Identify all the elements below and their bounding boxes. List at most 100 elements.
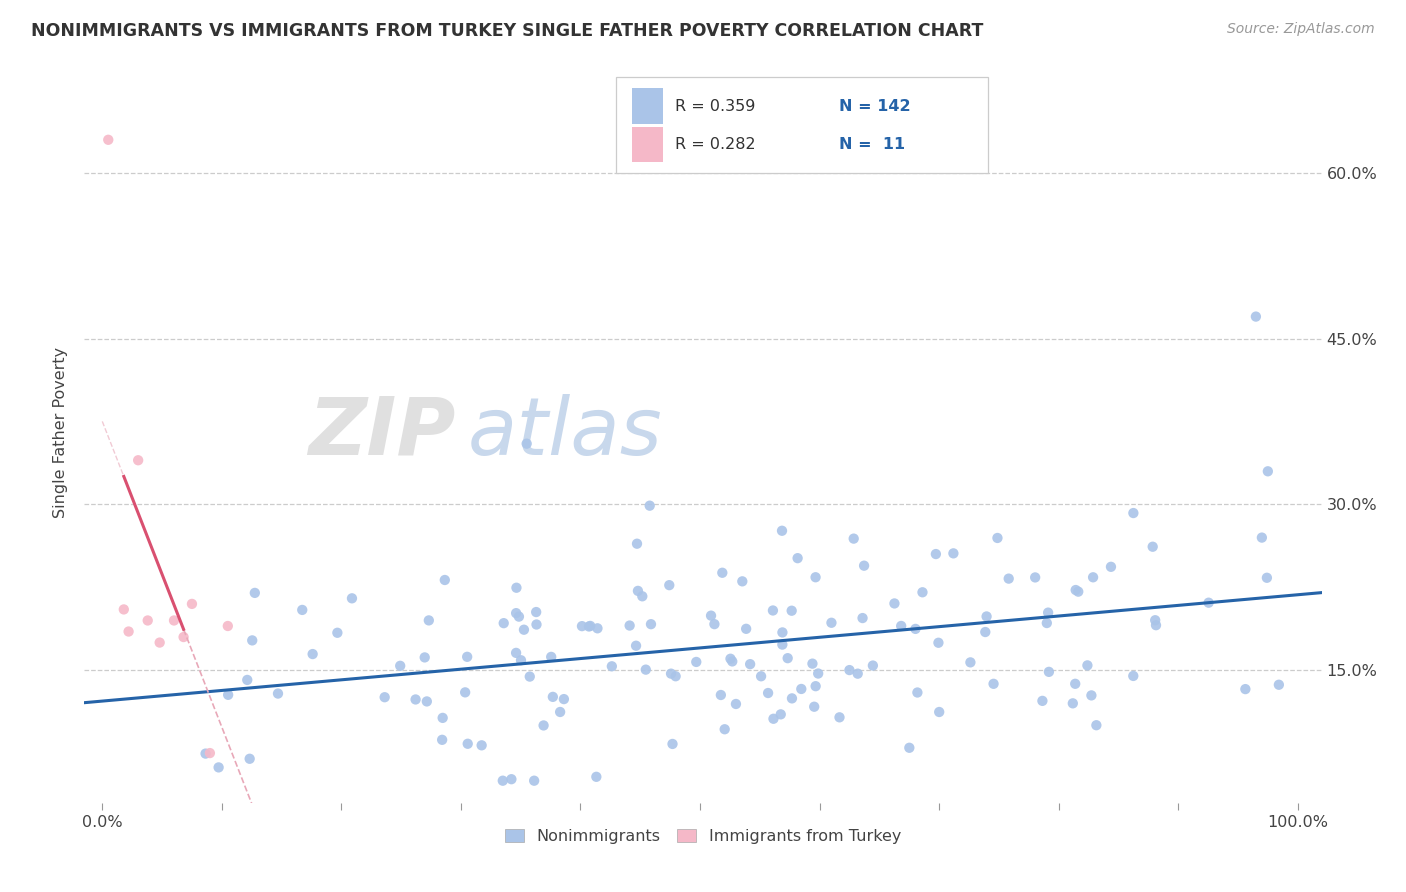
Point	[127, 453, 149, 467]
Point	[1080, 689, 1102, 703]
Point	[731, 574, 754, 589]
Point	[117, 624, 139, 639]
Point	[659, 666, 682, 681]
Point	[508, 609, 530, 624]
Point	[571, 619, 593, 633]
Point	[326, 625, 349, 640]
Point	[862, 658, 884, 673]
Text: R = 0.282: R = 0.282	[675, 137, 755, 153]
Point	[756, 686, 779, 700]
Point	[853, 558, 876, 573]
Point	[136, 614, 159, 628]
Point	[149, 635, 172, 649]
Point	[762, 712, 785, 726]
Point	[405, 692, 427, 706]
Point	[720, 651, 742, 665]
Point	[1122, 506, 1144, 520]
Point	[807, 666, 830, 681]
Point	[1256, 571, 1278, 585]
Point	[267, 687, 290, 701]
Point	[838, 663, 860, 677]
Point	[585, 770, 607, 784]
Point	[627, 583, 650, 598]
Point	[703, 617, 725, 632]
Point	[1024, 570, 1046, 584]
Point	[516, 436, 538, 450]
Point	[1250, 531, 1272, 545]
Point	[1062, 696, 1084, 710]
Point	[432, 711, 454, 725]
Point	[340, 591, 363, 606]
Point	[619, 618, 641, 632]
Point	[927, 636, 949, 650]
Text: N =  11: N = 11	[839, 137, 905, 153]
Point	[959, 656, 981, 670]
Point	[1198, 596, 1220, 610]
Point	[600, 659, 623, 673]
Point	[513, 623, 536, 637]
Point	[1257, 464, 1279, 478]
Point	[1099, 559, 1122, 574]
Point	[721, 654, 744, 668]
Point	[454, 685, 477, 699]
Text: N = 142: N = 142	[839, 99, 911, 113]
Bar	[633, 127, 664, 162]
Point	[1076, 658, 1098, 673]
Point	[1038, 665, 1060, 679]
Point	[1144, 618, 1167, 632]
Point	[711, 566, 734, 580]
Point	[846, 666, 869, 681]
Point	[97, 133, 120, 147]
Point	[1081, 570, 1104, 584]
Point	[471, 739, 494, 753]
Text: Source: ZipAtlas.com: Source: ZipAtlas.com	[1227, 22, 1375, 37]
Point	[786, 551, 808, 566]
Point	[194, 747, 217, 761]
Point	[1142, 540, 1164, 554]
Point	[519, 670, 541, 684]
Point	[291, 603, 314, 617]
Text: NONIMMIGRANTS VS IMMIGRANTS FROM TURKEY SINGLE FATHER POVERTY CORRELATION CHART: NONIMMIGRANTS VS IMMIGRANTS FROM TURKEY …	[31, 22, 983, 40]
Point	[638, 499, 661, 513]
Point	[905, 685, 928, 699]
Point	[1067, 584, 1090, 599]
Point	[416, 694, 439, 708]
Point	[665, 669, 688, 683]
Point	[770, 638, 793, 652]
Point	[780, 604, 803, 618]
Point	[904, 622, 927, 636]
Point	[413, 650, 436, 665]
Point	[911, 585, 934, 599]
Point	[548, 705, 571, 719]
Point	[207, 760, 229, 774]
Point	[997, 572, 1019, 586]
Point	[501, 772, 523, 787]
Point	[661, 737, 683, 751]
Point	[769, 707, 792, 722]
Point	[762, 603, 785, 617]
Point	[526, 617, 548, 632]
Text: ZIP: ZIP	[308, 393, 456, 472]
Point	[1031, 694, 1053, 708]
Point	[1036, 606, 1059, 620]
Point	[640, 617, 662, 632]
Point	[851, 611, 873, 625]
Point	[1064, 677, 1087, 691]
Point	[925, 547, 948, 561]
Y-axis label: Single Father Poverty: Single Father Poverty	[53, 347, 69, 518]
Point	[983, 677, 1005, 691]
Point	[780, 691, 803, 706]
Point	[217, 619, 239, 633]
Point	[898, 740, 921, 755]
Point	[700, 608, 723, 623]
Point	[724, 697, 747, 711]
Bar	[633, 88, 664, 124]
Point	[801, 657, 824, 671]
Point	[374, 690, 396, 705]
Point	[890, 619, 912, 633]
Point	[1268, 678, 1291, 692]
Point	[928, 705, 950, 719]
Point	[217, 688, 239, 702]
Point	[1122, 669, 1144, 683]
Point	[523, 773, 546, 788]
